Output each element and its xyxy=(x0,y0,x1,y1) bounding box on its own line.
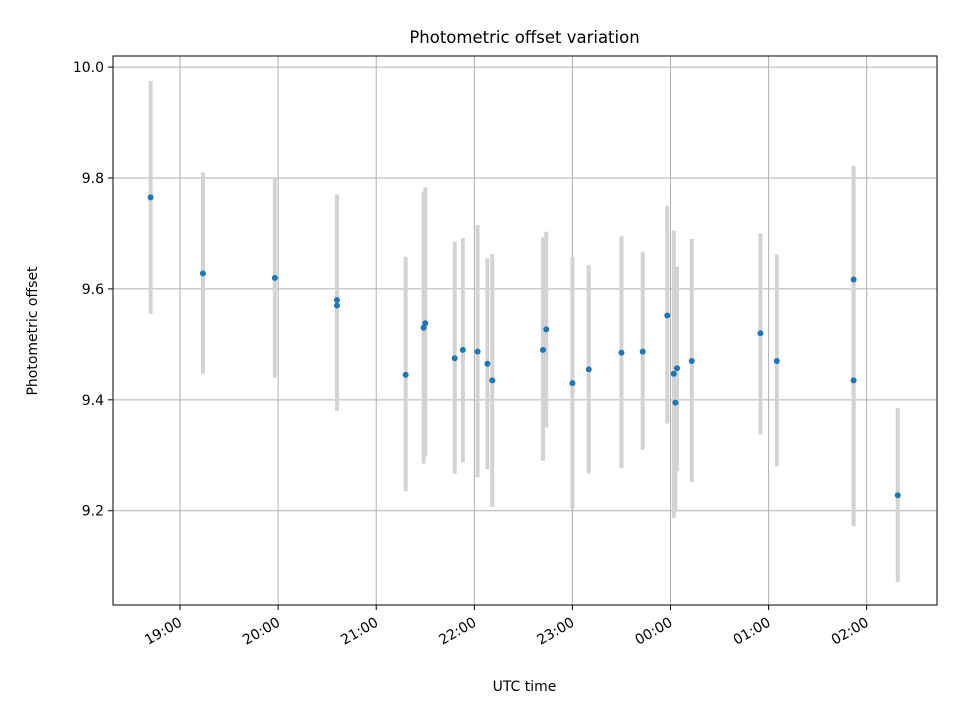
x-tick-label: 02:00 xyxy=(829,615,872,649)
data-point xyxy=(850,276,857,283)
data-point xyxy=(618,349,625,356)
data-point xyxy=(474,348,481,355)
data-point xyxy=(333,297,340,303)
x-tick-label: 00:00 xyxy=(633,615,676,649)
data-point xyxy=(674,365,681,372)
x-tick-label: 22:00 xyxy=(436,615,479,649)
x-tick-label: 19:00 xyxy=(142,615,185,649)
x-tick-label: 21:00 xyxy=(338,615,381,649)
error-bars xyxy=(148,80,900,582)
y-tick-label: 9.8 xyxy=(82,171,104,187)
data-point xyxy=(664,312,671,319)
data-point xyxy=(451,355,458,362)
y-tick-label: 9.2 xyxy=(82,504,104,520)
y-tick-label: 9.6 xyxy=(82,282,104,298)
data-point xyxy=(688,358,695,364)
data-points xyxy=(147,194,901,499)
x-axis-ticks: 19:00 20:00 21:00 22:00 23:00 00:00 01:00 02:00 xyxy=(142,605,872,649)
data-point xyxy=(539,346,546,353)
data-point xyxy=(850,377,857,384)
data-point xyxy=(672,399,679,406)
data-point xyxy=(773,358,780,364)
data-point xyxy=(199,270,206,277)
data-point xyxy=(569,380,576,387)
x-tick-label: 01:00 xyxy=(731,615,774,649)
x-tick-label: 23:00 xyxy=(534,615,577,649)
plot-area-frame xyxy=(112,55,938,606)
data-point xyxy=(271,274,278,281)
data-point xyxy=(402,371,409,378)
data-point xyxy=(757,330,764,337)
data-point xyxy=(639,348,646,355)
data-point xyxy=(894,492,901,499)
x-axis-label: UTC time xyxy=(493,679,557,695)
y-tick-label: 9.4 xyxy=(82,393,104,409)
grid-lines xyxy=(113,56,937,605)
chart-title: Photometric offset variation xyxy=(409,28,639,47)
x-tick-label: 20:00 xyxy=(240,615,283,649)
data-point xyxy=(489,377,496,384)
data-point xyxy=(585,366,592,373)
data-point xyxy=(670,370,677,377)
data-point xyxy=(422,320,429,327)
y-axis-ticks: 9.2 9.4 9.6 9.8 10.0 xyxy=(73,60,113,520)
data-point xyxy=(484,360,491,367)
data-point xyxy=(147,194,154,201)
y-tick-label: 10.0 xyxy=(73,60,104,76)
data-point xyxy=(543,326,550,333)
y-axis-label: Photometric offset xyxy=(25,266,41,396)
data-point xyxy=(333,302,340,309)
data-point xyxy=(459,346,466,353)
